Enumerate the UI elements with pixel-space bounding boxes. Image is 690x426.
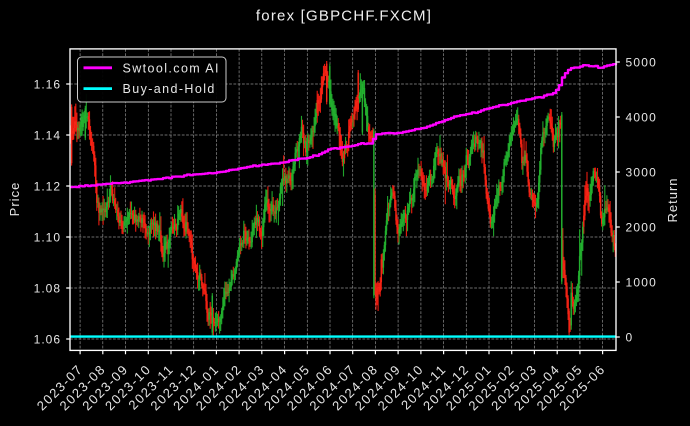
svg-text:Buy-and-Hold: Buy-and-Hold <box>123 82 216 96</box>
svg-text:forex [GBPCHF.FXCM]: forex [GBPCHF.FXCM] <box>256 8 432 25</box>
svg-text:5000: 5000 <box>626 55 658 69</box>
svg-text:0: 0 <box>626 330 634 344</box>
svg-text:Price: Price <box>7 182 22 217</box>
svg-text:1000: 1000 <box>626 275 658 289</box>
svg-text:Swtool.com AI: Swtool.com AI <box>123 61 220 75</box>
svg-text:4000: 4000 <box>626 110 658 124</box>
svg-text:1.14: 1.14 <box>34 128 61 142</box>
svg-text:3000: 3000 <box>626 165 658 179</box>
svg-text:1.16: 1.16 <box>34 77 61 91</box>
svg-text:1.12: 1.12 <box>34 179 61 193</box>
svg-text:1.08: 1.08 <box>34 281 61 295</box>
svg-text:1.10: 1.10 <box>34 230 61 244</box>
svg-text:1.06: 1.06 <box>34 332 61 346</box>
svg-text:Return: Return <box>665 177 680 222</box>
svg-text:2000: 2000 <box>626 220 658 234</box>
